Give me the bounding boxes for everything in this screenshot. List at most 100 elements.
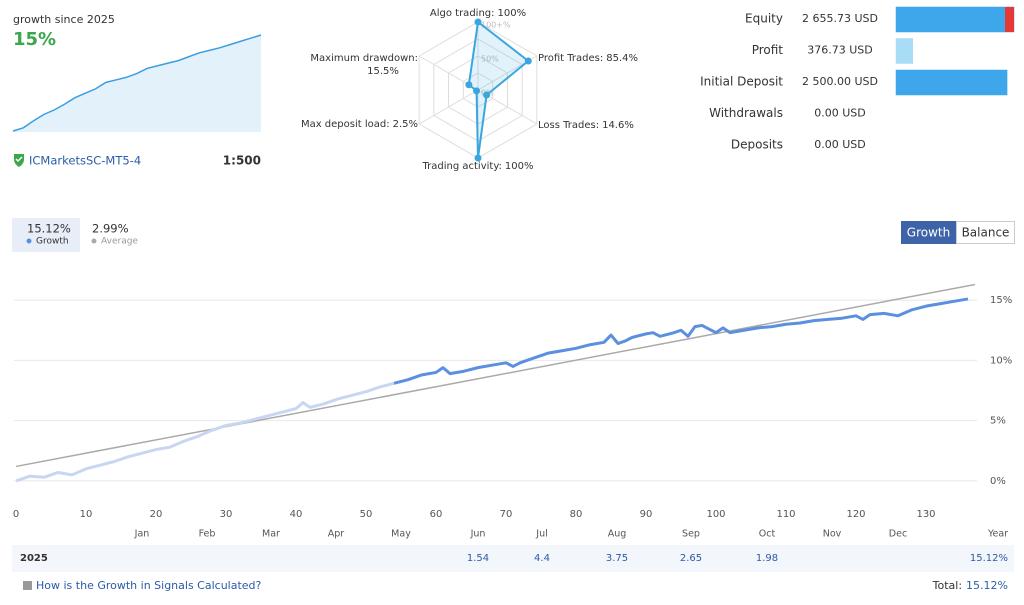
radar-ring-label: 100+% bbox=[481, 21, 511, 30]
y-tick-label: 5% bbox=[990, 416, 1006, 427]
total-label: Total: bbox=[932, 579, 962, 592]
button-growth[interactable]: Growth bbox=[907, 226, 950, 240]
balance-value: 2 500.00 USD bbox=[802, 75, 878, 88]
radar-point bbox=[474, 18, 482, 26]
table-header: Nov bbox=[823, 529, 842, 540]
radar-label: Max deposit load: 2.5% bbox=[301, 119, 418, 130]
balance-bar bbox=[895, 38, 913, 64]
radar-point bbox=[524, 57, 532, 65]
growth-line bbox=[15, 381, 395, 483]
x-tick-label: 130 bbox=[916, 509, 935, 520]
table-cell: 1.54 bbox=[467, 553, 489, 564]
broker[interactable]: ICMarketsSC-MT5-4 bbox=[29, 154, 141, 168]
radar-label: Profit Trades: 85.4% bbox=[538, 53, 638, 64]
growth-line bbox=[15, 283, 976, 468]
stat-label: Growth bbox=[36, 237, 69, 247]
balance-label: Equity bbox=[745, 12, 783, 26]
table-header: Mar bbox=[262, 529, 280, 540]
stat-dot bbox=[91, 238, 97, 244]
y-tick-label: 0% bbox=[990, 476, 1006, 487]
stat-tab-active[interactable] bbox=[12, 218, 80, 252]
equity-marker bbox=[1005, 7, 1014, 32]
x-tick-label: 60 bbox=[430, 509, 443, 520]
balance-label: Withdrawals bbox=[709, 106, 783, 120]
verified-check bbox=[15, 156, 23, 163]
button-growth-bg[interactable] bbox=[901, 221, 956, 244]
balance-label: Profit bbox=[752, 43, 784, 57]
radar-spoke bbox=[418, 89, 479, 125]
radar-name: Max deposit load: bbox=[301, 119, 390, 130]
x-tick-label: 40 bbox=[290, 509, 303, 520]
total-value: 15.12% bbox=[966, 579, 1008, 592]
radar-point bbox=[474, 154, 482, 162]
y-tick-label: 15% bbox=[990, 295, 1012, 306]
radar-name: Loss Trades: bbox=[538, 120, 599, 131]
balance-value: 0.00 USD bbox=[814, 107, 866, 120]
radar-label: Loss Trades: 14.6% bbox=[538, 120, 634, 131]
stat-value: 15.12% bbox=[27, 222, 71, 236]
table-header: Year bbox=[987, 529, 1008, 540]
radar-label: Maximum drawdown: bbox=[310, 53, 418, 64]
x-tick-label: 10 bbox=[80, 509, 93, 520]
table-header: Apr bbox=[328, 529, 345, 540]
x-tick-label: 100 bbox=[706, 509, 725, 520]
table-header: Jan bbox=[134, 529, 150, 540]
table-cell: 1.98 bbox=[756, 553, 778, 564]
table-header: Feb bbox=[199, 529, 216, 540]
radar-label: Trading activity: 100% bbox=[422, 161, 534, 172]
radar-name: Algo trading: bbox=[430, 8, 495, 19]
balance-value: 2 655.73 USD bbox=[802, 12, 878, 25]
growth-line bbox=[393, 297, 969, 385]
x-tick-label: 70 bbox=[500, 509, 513, 520]
help-icon bbox=[23, 581, 32, 590]
balance-bar bbox=[895, 69, 1008, 96]
table-header: Sep bbox=[682, 529, 700, 540]
table-header: Dec bbox=[889, 529, 907, 540]
stat-value: 2.99% bbox=[92, 222, 129, 236]
table-header: May bbox=[391, 529, 411, 540]
table-cell: 2.65 bbox=[680, 553, 702, 564]
radar-value: 100% bbox=[498, 8, 527, 19]
stat-label: Average bbox=[101, 237, 138, 247]
balance-value: 376.73 USD bbox=[807, 44, 873, 57]
header-value: 15% bbox=[13, 29, 56, 50]
balance-label: Initial Deposit bbox=[700, 75, 783, 89]
radar-value: 14.6% bbox=[602, 120, 634, 131]
mini-area bbox=[13, 35, 261, 132]
radar-value: 100% bbox=[505, 161, 534, 172]
table-year: 2025 bbox=[20, 553, 48, 564]
table-cell: 4.4 bbox=[534, 553, 550, 564]
table-header: Jul bbox=[535, 529, 547, 540]
radar-label: Algo trading: 100% bbox=[430, 8, 526, 19]
radar-value: 85.4% bbox=[606, 53, 638, 64]
button-balance-bg[interactable] bbox=[956, 221, 1015, 244]
x-tick-label: 90 bbox=[640, 509, 653, 520]
balance-label: Deposits bbox=[731, 138, 783, 152]
table-cell: 3.75 bbox=[606, 553, 628, 564]
x-tick-label: 30 bbox=[220, 509, 233, 520]
radar-point bbox=[473, 87, 481, 95]
leverage: 1:500 bbox=[223, 154, 261, 168]
table-total: 15.12% bbox=[970, 553, 1008, 564]
radar-point bbox=[483, 91, 491, 99]
x-tick-label: 0 bbox=[13, 509, 19, 520]
mini-line bbox=[12, 34, 262, 132]
radar-name: Profit Trades: bbox=[538, 53, 603, 64]
table-header: Aug bbox=[608, 529, 627, 540]
radar-point bbox=[465, 81, 473, 89]
balance-value: 0.00 USD bbox=[814, 138, 866, 151]
radar-name: Trading activity: bbox=[422, 161, 502, 172]
y-tick-label: 10% bbox=[990, 355, 1012, 366]
help-link[interactable]: How is the Growth in Signals Calculated? bbox=[36, 579, 262, 592]
stat-dot bbox=[26, 238, 32, 244]
x-tick-label: 50 bbox=[360, 509, 373, 520]
radar-ring-label: 50% bbox=[481, 55, 499, 64]
x-tick-label: 20 bbox=[150, 509, 163, 520]
radar-value: 2.5% bbox=[393, 119, 418, 130]
balance-bar bbox=[895, 6, 1015, 33]
table-row-bg bbox=[12, 545, 1014, 572]
radar-value: 15.5% bbox=[367, 66, 399, 77]
button-balance[interactable]: Balance bbox=[962, 226, 1010, 240]
x-tick-label: 110 bbox=[776, 509, 795, 520]
